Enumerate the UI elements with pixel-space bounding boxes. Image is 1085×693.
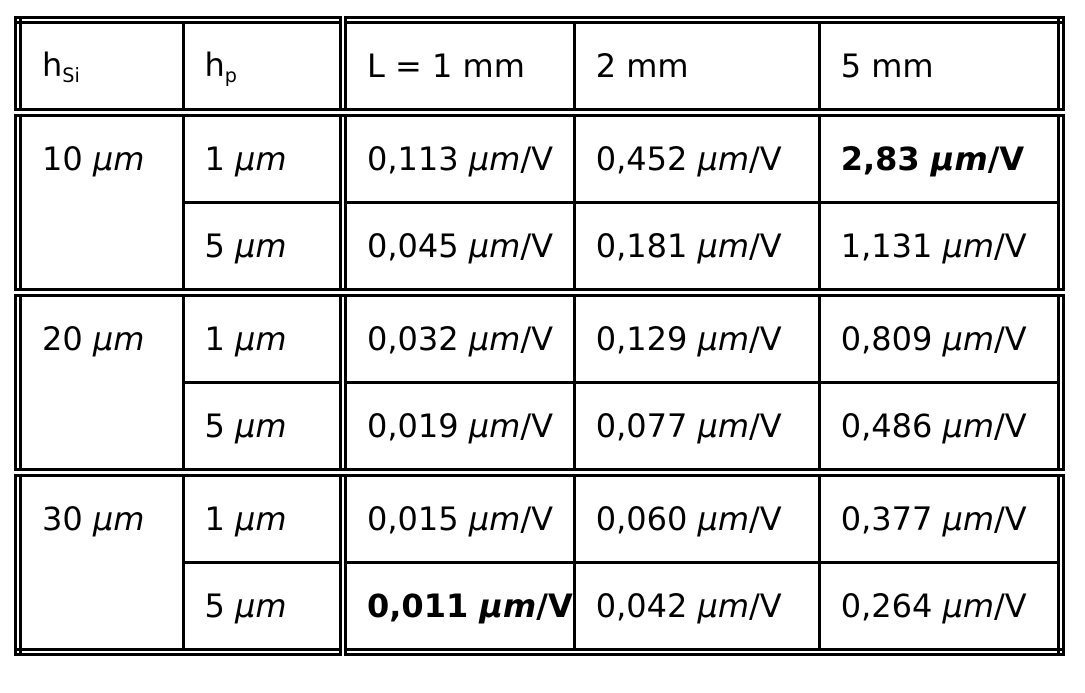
cell-value: 0,486 μm/V xyxy=(817,381,1063,474)
cell-value: 0,377 μm/V xyxy=(817,468,1063,564)
cell-value: 0,077 μm/V xyxy=(572,381,821,474)
table-row: 5 μm 0,045 μm/V 0,181 μm/V 1,131 μm/V xyxy=(18,201,1063,294)
cell-h-si: 20 μm xyxy=(16,288,185,474)
cell-value: 0,011 μm/V xyxy=(338,561,576,654)
header-col-2mm: 2 mm xyxy=(572,18,821,114)
cell-h-p: 1 μm xyxy=(181,288,345,384)
cell-value: 0,452 μm/V xyxy=(572,108,821,204)
cell-h-p: 5 μm xyxy=(181,201,345,294)
table-row: 30 μm 1 μm 0,015 μm/V 0,060 μm/V 0,377 μm/V xyxy=(16,468,1063,654)
cell-value: 0,032 μm/V xyxy=(338,288,576,384)
data-table-container: hSi hp L = 1 mm 2 mm 5 mm 10 μm 1 μm 0,113… xyxy=(14,16,1066,656)
cell-h-p: 1 μm xyxy=(181,108,345,204)
table-row: 10 μm 1 μm 0,113 μm/V 0,452 μm/V 2,83 μm/V xyxy=(16,108,1063,294)
cell-h-si: 10 μm xyxy=(16,108,185,294)
cell-value: 0,264 μm/V xyxy=(817,561,1063,654)
header-col-1mm: L = 1 mm xyxy=(338,18,576,114)
cell-value: 1,131 μm/V xyxy=(817,201,1063,294)
cell-value: 0,181 μm/V xyxy=(572,201,821,294)
cell-value: 2,83 μm/V xyxy=(817,108,1063,204)
cell-h-p: 5 μm xyxy=(181,561,345,654)
cell-value: 0,045 μm/V xyxy=(338,201,576,294)
table-row: 20 μm 1 μm 0,032 μm/V 0,129 μm/V 0,809 μm/V xyxy=(16,288,1063,474)
cell-value: 0,015 μm/V xyxy=(338,468,576,564)
header-h-p: hp xyxy=(181,18,345,114)
cell-h-p: 1 μm xyxy=(181,468,345,564)
cell-value: 0,019 μm/V xyxy=(338,381,576,474)
table-row: 5 μm 0,011 μm/V 0,042 μm/V 0,264 μm/V xyxy=(18,561,1063,654)
cell-value: 0,809 μm/V xyxy=(817,288,1063,384)
cell-value: 0,129 μm/V xyxy=(572,288,821,384)
data-table: hSi hp L = 1 mm 2 mm 5 mm 10 μm 1 μm 0,113… xyxy=(14,16,1066,656)
cell-h-p: 5 μm xyxy=(181,381,345,474)
cell-h-si: 30 μm xyxy=(16,468,185,654)
cell-value: 0,113 μm/V xyxy=(338,108,576,204)
header-h-si: hSi xyxy=(16,18,185,114)
header-row: hSi hp L = 1 mm 2 mm 5 mm xyxy=(16,18,1063,114)
header-col-5mm: 5 mm xyxy=(817,18,1063,114)
table-row: 5 μm 0,019 μm/V 0,077 μm/V 0,486 μm/V xyxy=(18,381,1063,474)
cell-value: 0,060 μm/V xyxy=(572,468,821,564)
cell-value: 0,042 μm/V xyxy=(572,561,821,654)
